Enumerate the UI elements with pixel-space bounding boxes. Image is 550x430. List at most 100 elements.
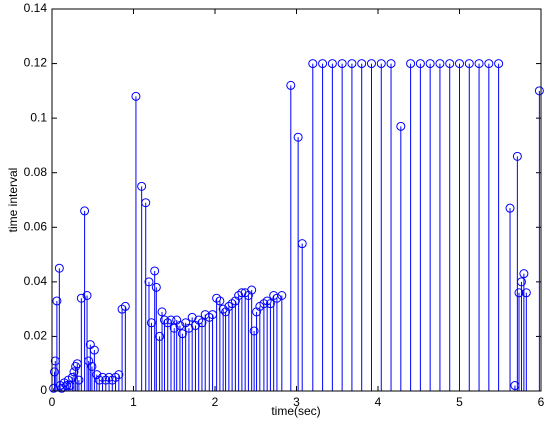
y-tick-label: 0.04 bbox=[24, 274, 48, 288]
stem-marker bbox=[71, 361, 81, 371]
stem-marker bbox=[337, 59, 347, 69]
x-tick-label: 4 bbox=[375, 395, 382, 409]
stem-marker bbox=[169, 323, 179, 333]
stem-marker bbox=[94, 375, 104, 385]
stem-marker bbox=[146, 318, 156, 328]
x-tick-label: 2 bbox=[212, 395, 219, 409]
stem-marker bbox=[144, 277, 154, 287]
stem-marker bbox=[221, 307, 231, 317]
stem-marker bbox=[89, 345, 99, 355]
stem-marker bbox=[52, 296, 62, 306]
stem-marker bbox=[197, 318, 207, 328]
stem-marker bbox=[484, 59, 494, 69]
stem-marker bbox=[286, 80, 296, 90]
stem-marker bbox=[514, 288, 524, 298]
stem-marker bbox=[155, 331, 165, 341]
stem-marker bbox=[230, 296, 240, 306]
stem-marker bbox=[62, 381, 72, 391]
stem-marker bbox=[204, 312, 214, 322]
stem-marker bbox=[406, 59, 416, 69]
stem-marker bbox=[172, 315, 182, 325]
stem-marker bbox=[396, 121, 406, 131]
stem-marker bbox=[445, 59, 455, 69]
stem-marker bbox=[215, 296, 225, 306]
stem-marker bbox=[435, 59, 445, 69]
stem-marker bbox=[98, 372, 108, 382]
stem-marker bbox=[92, 370, 102, 380]
x-tick-label: 1 bbox=[130, 395, 137, 409]
stem-marker bbox=[117, 304, 127, 314]
stem-marker bbox=[84, 356, 94, 366]
x-tick-label: 0 bbox=[49, 395, 56, 409]
stem-marker bbox=[74, 375, 84, 385]
stem-marker bbox=[137, 181, 147, 191]
stem-marker bbox=[212, 293, 222, 303]
stem-marker bbox=[181, 318, 191, 328]
stem-marker bbox=[80, 206, 90, 216]
stem-marker bbox=[512, 151, 522, 161]
stem-marker bbox=[521, 288, 531, 298]
stem-marker bbox=[82, 291, 92, 300]
y-tick-label: 0.02 bbox=[24, 329, 48, 343]
stem-marker bbox=[166, 315, 176, 325]
stem-marker bbox=[247, 285, 257, 295]
y-tick-label: 0.08 bbox=[24, 165, 48, 179]
stem-marker bbox=[259, 299, 269, 309]
stem-marker bbox=[120, 301, 130, 311]
stem-marker bbox=[54, 263, 64, 273]
stem-marker bbox=[347, 59, 357, 69]
x-tick-label: 3 bbox=[293, 395, 300, 409]
stem-marker bbox=[49, 367, 59, 377]
y-axis-label: time interval bbox=[6, 168, 20, 233]
stem-marker bbox=[386, 59, 396, 69]
stem-marker bbox=[327, 59, 337, 69]
stem-marker bbox=[57, 383, 67, 393]
stem-marker bbox=[265, 299, 275, 309]
stem-marker bbox=[243, 291, 253, 300]
stem-marker bbox=[227, 299, 237, 309]
stem-marker bbox=[318, 59, 328, 69]
stem-marker bbox=[376, 59, 386, 69]
stem-marker bbox=[111, 372, 121, 382]
stem-marker bbox=[114, 370, 124, 380]
y-tick-label: 0 bbox=[40, 383, 47, 397]
x-tick-label: 5 bbox=[456, 395, 463, 409]
y-tick-label: 0.14 bbox=[24, 1, 48, 15]
stem-marker bbox=[415, 59, 425, 69]
stem-marker bbox=[194, 315, 204, 325]
stem-marker bbox=[131, 91, 141, 101]
stem-marker bbox=[218, 304, 228, 314]
stem-marker bbox=[224, 301, 234, 311]
stem-marker bbox=[297, 239, 307, 249]
stem-marker bbox=[293, 132, 303, 142]
stem-marker bbox=[272, 293, 282, 303]
stem-marker bbox=[494, 59, 504, 69]
stem-marker bbox=[519, 269, 529, 279]
x-tick-label: 6 bbox=[538, 395, 545, 409]
stem-marker bbox=[69, 367, 79, 377]
stem-marker bbox=[87, 361, 97, 371]
stem-marker bbox=[474, 59, 484, 69]
stem-marker bbox=[516, 277, 526, 287]
y-tick-label: 0.06 bbox=[24, 219, 48, 233]
stem-marker bbox=[534, 86, 544, 96]
stem-marker bbox=[308, 59, 318, 69]
stem-marker bbox=[455, 59, 464, 69]
stem-marker bbox=[163, 318, 173, 328]
stem-marker bbox=[175, 321, 185, 331]
stem-marker bbox=[76, 293, 86, 303]
stem-marker bbox=[425, 59, 435, 69]
stem-marker bbox=[464, 59, 474, 69]
stem-marker bbox=[357, 59, 367, 69]
y-tick-label: 0.1 bbox=[30, 110, 47, 124]
stem-marker bbox=[262, 296, 272, 306]
stem-marker bbox=[150, 266, 160, 276]
stem-marker bbox=[107, 375, 117, 385]
stem-marker bbox=[104, 372, 114, 382]
stem-marker bbox=[141, 198, 151, 208]
stem-marker bbox=[277, 291, 287, 300]
stem-marker bbox=[151, 282, 161, 292]
x-axis-label: time(sec) bbox=[271, 404, 320, 418]
